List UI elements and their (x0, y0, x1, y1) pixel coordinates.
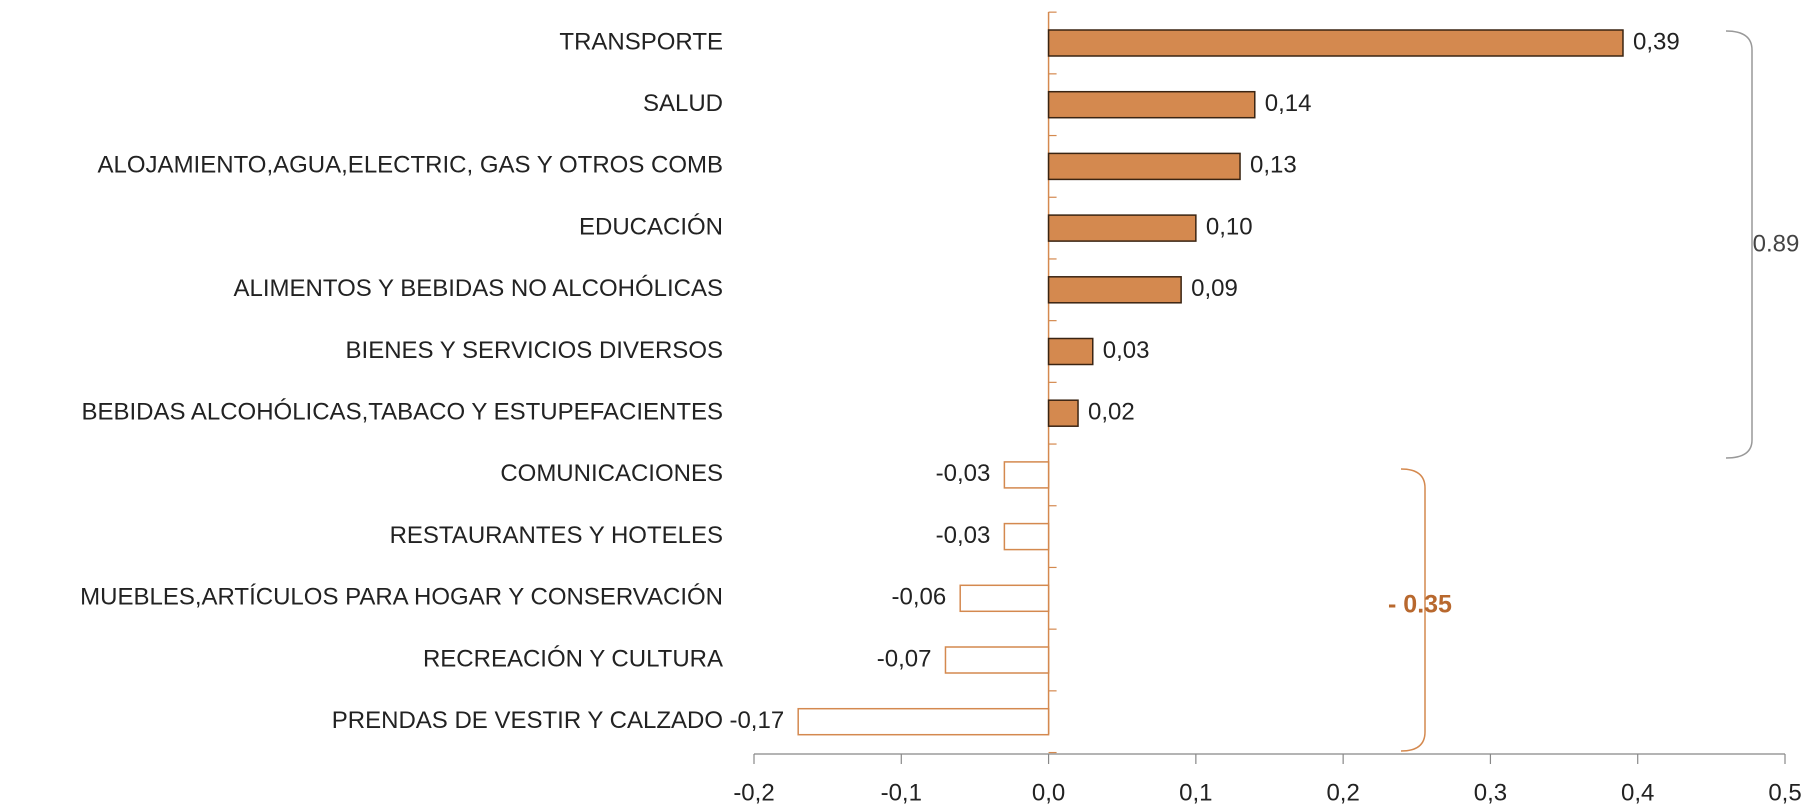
bar (1047, 276, 1182, 304)
y-tick-label: SALUD (643, 90, 723, 117)
value-label: -0,03 (936, 460, 991, 487)
bracket (1400, 468, 1426, 752)
bar (1047, 214, 1197, 242)
y-tick-label: TRANSPORTE (559, 28, 723, 55)
value-label: -0,17 (729, 707, 784, 734)
y-tick-label: ALOJAMIENTO,AGUA,ELECTRIC, GAS Y OTROS C… (98, 152, 723, 179)
bar (1003, 461, 1050, 489)
bar (1047, 90, 1256, 119)
x-tick-label: -0,1 (881, 779, 922, 806)
value-label: 0,03 (1103, 337, 1150, 364)
bar (944, 646, 1050, 674)
bar (797, 707, 1050, 736)
y-tick-label: EDUCACIÓN (579, 213, 723, 240)
x-tick-label: 0,2 (1326, 779, 1359, 806)
bar (1047, 152, 1241, 181)
value-label: -0,07 (877, 645, 932, 672)
label-bg (723, 707, 791, 735)
y-tick-label: ALIMENTOS Y BEBIDAS NO ALCOHÓLICAS (233, 275, 723, 302)
value-label: 0,39 (1633, 28, 1680, 55)
x-tick-label: -0,2 (733, 779, 774, 806)
y-tick-label: RESTAURANTES Y HOTELES (390, 522, 723, 549)
value-label: 0,10 (1206, 213, 1253, 240)
value-label: -0,03 (936, 522, 991, 549)
y-tick-label: COMUNICACIONES (500, 460, 723, 487)
x-tick-label: 0,5 (1768, 779, 1801, 806)
x-tick-label: 0,0 (1032, 779, 1065, 806)
bar (1003, 522, 1050, 551)
bracket (1725, 30, 1753, 459)
value-label: -0,06 (891, 584, 946, 611)
x-tick-label: 0,4 (1621, 779, 1654, 806)
value-label: 0,09 (1191, 275, 1238, 302)
label-bg (870, 645, 938, 673)
y-tick-label: PRENDAS DE VESTIR Y CALZADO (332, 707, 723, 734)
bar (1047, 337, 1094, 366)
value-label: 0,13 (1250, 152, 1297, 179)
value-label: 0,02 (1088, 399, 1135, 426)
y-tick-label: BEBIDAS ALCOHÓLICAS,TABACO Y ESTUPEFACIE… (81, 399, 723, 426)
y-tick-label: BIENES Y SERVICIOS DIVERSOS (346, 337, 723, 364)
bar (959, 584, 1050, 613)
label-bg (929, 460, 997, 488)
y-tick-label: RECREACIÓN Y CULTURA (423, 645, 723, 672)
label-bg (929, 521, 997, 549)
value-label: 0,14 (1265, 90, 1312, 117)
x-tick-label: 0,1 (1179, 779, 1212, 806)
label-bg (885, 583, 953, 611)
y-tick-label: MUEBLES,ARTÍCULOS PARA HOGAR Y CONSERVAC… (80, 584, 723, 611)
x-tick-label: 0,3 (1474, 779, 1507, 806)
annotation: 0.89 (1753, 230, 1800, 257)
bar (1047, 29, 1624, 57)
annotation: - 0.35 (1388, 591, 1452, 619)
bar (1047, 399, 1079, 427)
